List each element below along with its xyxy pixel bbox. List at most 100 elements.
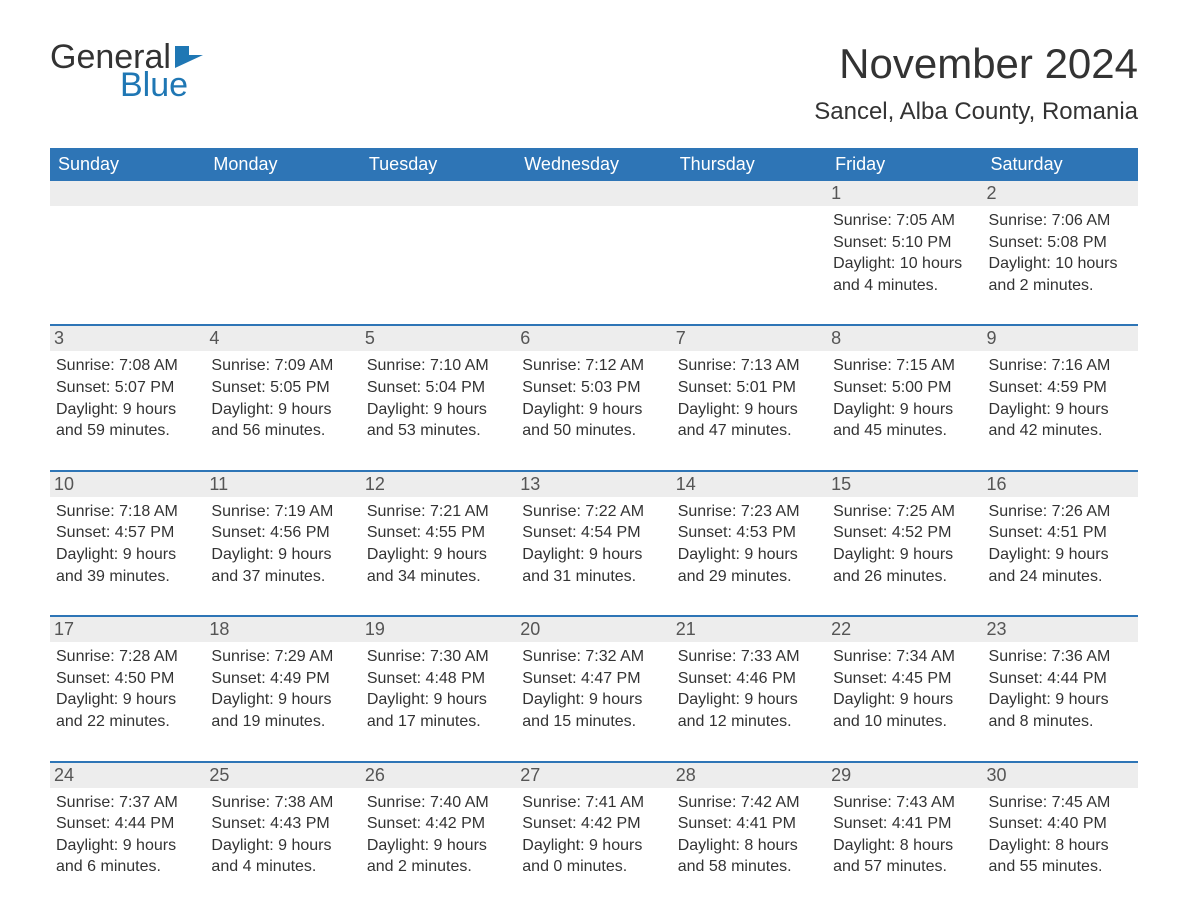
- weekday-header: Friday: [827, 148, 982, 181]
- sunrise-text: Sunrise: 7:38 AM: [211, 792, 354, 814]
- sunset-text: Sunset: 4:47 PM: [522, 668, 665, 690]
- daylight-text: Daylight: 9 hours and 34 minutes.: [367, 544, 510, 587]
- sunrise-text: Sunrise: 7:37 AM: [56, 792, 199, 814]
- day-cell: 5Sunrise: 7:10 AMSunset: 5:04 PMDaylight…: [361, 326, 516, 447]
- sunrise-text: Sunrise: 7:10 AM: [367, 355, 510, 377]
- day-details: Sunrise: 7:15 AMSunset: 5:00 PMDaylight:…: [833, 355, 976, 441]
- day-cell: 28Sunrise: 7:42 AMSunset: 4:41 PMDayligh…: [672, 763, 827, 884]
- week-row: 17Sunrise: 7:28 AMSunset: 4:50 PMDayligh…: [50, 615, 1138, 738]
- day-details: Sunrise: 7:42 AMSunset: 4:41 PMDaylight:…: [678, 792, 821, 878]
- sunset-text: Sunset: 5:05 PM: [211, 377, 354, 399]
- daylight-text: Daylight: 9 hours and 24 minutes.: [989, 544, 1132, 587]
- sunrise-text: Sunrise: 7:15 AM: [833, 355, 976, 377]
- sunrise-text: Sunrise: 7:30 AM: [367, 646, 510, 668]
- daylight-text: Daylight: 9 hours and 15 minutes.: [522, 689, 665, 732]
- day-details: Sunrise: 7:18 AMSunset: 4:57 PMDaylight:…: [56, 501, 199, 587]
- day-cell: 29Sunrise: 7:43 AMSunset: 4:41 PMDayligh…: [827, 763, 982, 884]
- day-number: 8: [827, 326, 982, 351]
- daylight-text: Daylight: 10 hours and 2 minutes.: [989, 253, 1132, 296]
- daylight-text: Daylight: 9 hours and 17 minutes.: [367, 689, 510, 732]
- day-cell: .: [50, 181, 205, 302]
- sunset-text: Sunset: 4:52 PM: [833, 522, 976, 544]
- day-cell: 22Sunrise: 7:34 AMSunset: 4:45 PMDayligh…: [827, 617, 982, 738]
- day-details: Sunrise: 7:37 AMSunset: 4:44 PMDaylight:…: [56, 792, 199, 878]
- sunset-text: Sunset: 4:49 PM: [211, 668, 354, 690]
- daylight-text: Daylight: 10 hours and 4 minutes.: [833, 253, 976, 296]
- daylight-text: Daylight: 9 hours and 6 minutes.: [56, 835, 199, 878]
- daylight-text: Daylight: 9 hours and 0 minutes.: [522, 835, 665, 878]
- sunset-text: Sunset: 4:45 PM: [833, 668, 976, 690]
- weekday-header: Monday: [205, 148, 360, 181]
- daylight-text: Daylight: 9 hours and 31 minutes.: [522, 544, 665, 587]
- day-cell: 8 Sunrise: 7:15 AMSunset: 5:00 PMDaylight…: [827, 326, 982, 447]
- day-cell: 18Sunrise: 7:29 AMSunset: 4:49 PMDayligh…: [205, 617, 360, 738]
- day-cell: 9Sunrise: 7:16 AMSunset: 4:59 PMDaylight…: [983, 326, 1138, 447]
- day-details: Sunrise: 7:33 AMSunset: 4:46 PMDaylight:…: [678, 646, 821, 732]
- day-details: Sunrise: 7:40 AMSunset: 4:42 PMDaylight:…: [367, 792, 510, 878]
- day-cell: 6Sunrise: 7:12 AMSunset: 5:03 PMDaylight…: [516, 326, 671, 447]
- day-details: Sunrise: 7:36 AMSunset: 4:44 PMDaylight:…: [989, 646, 1132, 732]
- day-cell: 14Sunrise: 7:23 AMSunset: 4:53 PMDayligh…: [672, 472, 827, 593]
- sunrise-text: Sunrise: 7:32 AM: [522, 646, 665, 668]
- sunrise-text: Sunrise: 7:43 AM: [833, 792, 976, 814]
- day-details: Sunrise: 7:19 AMSunset: 4:56 PMDaylight:…: [211, 501, 354, 587]
- weekday-header: Thursday: [672, 148, 827, 181]
- title-block: November 2024 Sancel, Alba County, Roman…: [814, 40, 1138, 138]
- day-details: Sunrise: 7:32 AMSunset: 4:47 PMDaylight:…: [522, 646, 665, 732]
- day-cell: 27Sunrise: 7:41 AMSunset: 4:42 PMDayligh…: [516, 763, 671, 884]
- day-number: 4: [205, 326, 360, 351]
- day-cell: 11Sunrise: 7:19 AMSunset: 4:56 PMDayligh…: [205, 472, 360, 593]
- day-cell: 3Sunrise: 7:08 AMSunset: 5:07 PMDaylight…: [50, 326, 205, 447]
- day-number: .: [205, 181, 360, 206]
- daylight-text: Daylight: 9 hours and 53 minutes.: [367, 399, 510, 442]
- weeks-container: .....1Sunrise: 7:05 AMSunset: 5:10 PMDay…: [50, 181, 1138, 884]
- weekday-header: Sunday: [50, 148, 205, 181]
- day-number: 26: [361, 763, 516, 788]
- day-number: .: [361, 181, 516, 206]
- weekday-header-row: SundayMondayTuesdayWednesdayThursdayFrid…: [50, 148, 1138, 181]
- sunrise-text: Sunrise: 7:34 AM: [833, 646, 976, 668]
- day-number: 6: [516, 326, 671, 351]
- day-number: 21: [672, 617, 827, 642]
- daylight-text: Daylight: 9 hours and 8 minutes.: [989, 689, 1132, 732]
- daylight-text: Daylight: 9 hours and 12 minutes.: [678, 689, 821, 732]
- day-details: Sunrise: 7:41 AMSunset: 4:42 PMDaylight:…: [522, 792, 665, 878]
- day-cell: 26 Sunrise: 7:40 AMSunset: 4:42 PMDayligh…: [361, 763, 516, 884]
- weekday-header: Saturday: [983, 148, 1138, 181]
- sunrise-text: Sunrise: 7:22 AM: [522, 501, 665, 523]
- daylight-text: Daylight: 9 hours and 37 minutes.: [211, 544, 354, 587]
- daylight-text: Daylight: 9 hours and 42 minutes.: [989, 399, 1132, 442]
- sunset-text: Sunset: 4:44 PM: [56, 813, 199, 835]
- sunset-text: Sunset: 4:55 PM: [367, 522, 510, 544]
- day-details: Sunrise: 7:43 AMSunset: 4:41 PMDaylight:…: [833, 792, 976, 878]
- day-cell: 19Sunrise: 7:30 AMSunset: 4:48 PMDayligh…: [361, 617, 516, 738]
- day-cell: .: [205, 181, 360, 302]
- daylight-text: Daylight: 8 hours and 58 minutes.: [678, 835, 821, 878]
- sunset-text: Sunset: 4:42 PM: [367, 813, 510, 835]
- day-cell: 10Sunrise: 7:18 AMSunset: 4:57 PMDayligh…: [50, 472, 205, 593]
- day-number: 30: [983, 763, 1138, 788]
- day-number: 12: [361, 472, 516, 497]
- week-row: 24Sunrise: 7:37 AMSunset: 4:44 PMDayligh…: [50, 761, 1138, 884]
- day-cell: .: [516, 181, 671, 302]
- daylight-text: Daylight: 8 hours and 57 minutes.: [833, 835, 976, 878]
- sunrise-text: Sunrise: 7:06 AM: [989, 210, 1132, 232]
- daylight-text: Daylight: 9 hours and 47 minutes.: [678, 399, 821, 442]
- day-details: Sunrise: 7:22 AMSunset: 4:54 PMDaylight:…: [522, 501, 665, 587]
- sunrise-text: Sunrise: 7:25 AM: [833, 501, 976, 523]
- day-cell: 23Sunrise: 7:36 AMSunset: 4:44 PMDayligh…: [983, 617, 1138, 738]
- sunset-text: Sunset: 4:42 PM: [522, 813, 665, 835]
- week-row: 3Sunrise: 7:08 AMSunset: 5:07 PMDaylight…: [50, 324, 1138, 447]
- day-cell: .: [672, 181, 827, 302]
- sunset-text: Sunset: 4:53 PM: [678, 522, 821, 544]
- sunrise-text: Sunrise: 7:23 AM: [678, 501, 821, 523]
- day-details: Sunrise: 7:26 AMSunset: 4:51 PMDaylight:…: [989, 501, 1132, 587]
- day-number: 9: [983, 326, 1138, 351]
- sunset-text: Sunset: 4:48 PM: [367, 668, 510, 690]
- day-details: Sunrise: 7:23 AMSunset: 4:53 PMDaylight:…: [678, 501, 821, 587]
- day-cell: 20Sunrise: 7:32 AMSunset: 4:47 PMDayligh…: [516, 617, 671, 738]
- sunset-text: Sunset: 5:00 PM: [833, 377, 976, 399]
- day-cell: 4Sunrise: 7:09 AMSunset: 5:05 PMDaylight…: [205, 326, 360, 447]
- day-number: .: [516, 181, 671, 206]
- day-cell: 13Sunrise: 7:22 AMSunset: 4:54 PMDayligh…: [516, 472, 671, 593]
